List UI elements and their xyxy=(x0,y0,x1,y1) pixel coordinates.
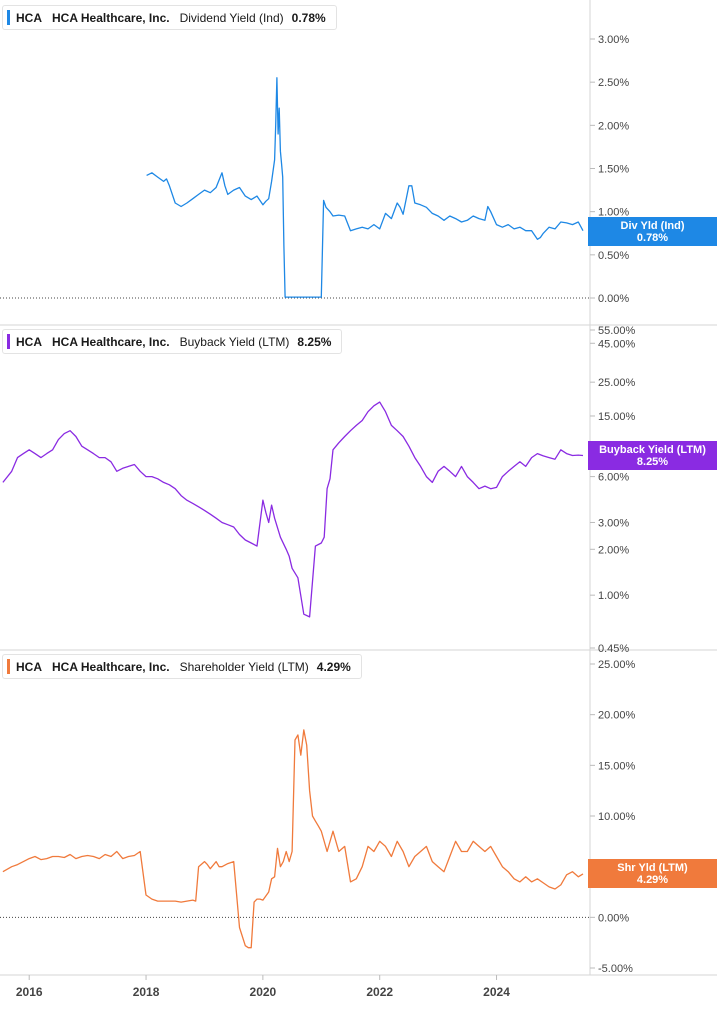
y-tick-label: 45.00% xyxy=(598,338,636,350)
legend-metric: Buyback Yield (LTM) xyxy=(179,334,290,349)
y-tick-label: 0.00% xyxy=(598,293,629,305)
legend-value: 0.78% xyxy=(291,10,326,25)
badge-value: 0.78% xyxy=(636,232,669,244)
x-tick-label: 2022 xyxy=(366,985,393,999)
legend-company: HCA Healthcare, Inc. xyxy=(52,334,170,349)
series-color-swatch xyxy=(7,10,10,25)
series-line-dividend xyxy=(146,77,584,298)
legend-buyback-yield[interactable]: HCA HCA Healthcare, Inc. Buyback Yield (… xyxy=(2,329,343,354)
series-color-swatch xyxy=(7,334,10,349)
y-tick-label: 25.00% xyxy=(598,659,636,671)
y-tick-label: 3.00% xyxy=(598,34,629,46)
y-tick-label: 0.50% xyxy=(598,250,629,262)
badge-label: Shr Yld (LTM) xyxy=(617,862,688,874)
y-tick-label: 2.00% xyxy=(598,544,629,556)
legend-value: 4.29% xyxy=(316,659,351,674)
legend-ticker: HCA xyxy=(16,659,42,674)
legend-dividend-yield[interactable]: HCA HCA Healthcare, Inc. Dividend Yield … xyxy=(2,5,337,30)
y-tick-label: 1.00% xyxy=(598,590,629,602)
legend-company: HCA Healthcare, Inc. xyxy=(52,659,170,674)
badge-value: 8.25% xyxy=(636,456,669,468)
x-tick-label: 2016 xyxy=(16,985,43,999)
y-tick-label: 3.00% xyxy=(598,517,629,529)
badge-label: Buyback Yield (LTM) xyxy=(599,444,706,456)
current-value-badge-buyback: Buyback Yield (LTM) 8.25% xyxy=(588,441,717,470)
legend-shareholder-yield[interactable]: HCA HCA Healthcare, Inc. Shareholder Yie… xyxy=(2,654,362,679)
series-line-shareholder xyxy=(2,729,584,949)
series-line-buyback xyxy=(2,401,584,618)
y-tick-label: 2.00% xyxy=(598,120,629,132)
x-tick-label: 2024 xyxy=(483,985,510,999)
current-value-badge-shareholder: Shr Yld (LTM) 4.29% xyxy=(588,859,717,888)
y-tick-label: 20.00% xyxy=(598,710,636,722)
y-tick-label: 6.00% xyxy=(598,472,629,484)
legend-ticker: HCA xyxy=(16,10,42,25)
x-tick-label: 2020 xyxy=(250,985,277,999)
y-tick-label: 25.00% xyxy=(598,377,636,389)
y-tick-label: 1.50% xyxy=(598,164,629,176)
legend-metric: Dividend Yield (Ind) xyxy=(179,10,284,25)
legend-metric: Shareholder Yield (LTM) xyxy=(179,659,309,674)
y-tick-label: 55.00% xyxy=(598,325,636,337)
current-value-badge-dividend: Div Yld (Ind) 0.78% xyxy=(588,217,717,246)
y-tick-label: 0.00% xyxy=(598,912,629,924)
series-color-swatch xyxy=(7,659,10,674)
y-tick-label: 1.00% xyxy=(598,207,629,219)
badge-label: Div Yld (Ind) xyxy=(620,220,685,232)
x-tick-label: 2018 xyxy=(133,985,160,999)
y-tick-label: 10.00% xyxy=(598,811,636,823)
y-tick-label: 2.50% xyxy=(598,77,629,89)
y-tick-label: -5.00% xyxy=(598,963,633,975)
legend-value: 8.25% xyxy=(297,334,332,349)
y-tick-label: 15.00% xyxy=(598,760,636,772)
legend-company: HCA Healthcare, Inc. xyxy=(52,10,170,25)
legend-ticker: HCA xyxy=(16,334,42,349)
y-tick-label: 15.00% xyxy=(598,411,636,423)
badge-value: 4.29% xyxy=(636,874,669,886)
y-tick-label: 0.45% xyxy=(598,643,629,655)
